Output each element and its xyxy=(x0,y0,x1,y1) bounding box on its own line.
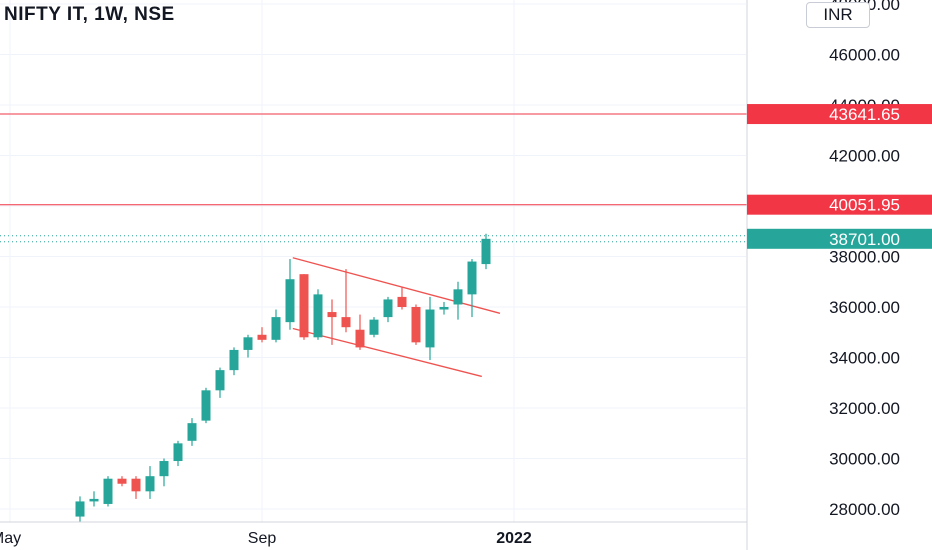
level-badge xyxy=(747,104,932,125)
y-tick-label: 32000.00 xyxy=(829,399,900,418)
candle-body xyxy=(481,238,491,265)
y-tick-label: 38000.00 xyxy=(829,248,900,267)
candle-body xyxy=(299,274,309,338)
candle-body xyxy=(201,390,211,421)
candle-body xyxy=(439,307,449,310)
y-tick-label: 42000.00 xyxy=(829,147,900,166)
price-axis[interactable]: 28000.00 30000.00 32000.00 34000.00 36000.00… xyxy=(746,0,932,550)
candle-body xyxy=(355,329,365,348)
candle-body xyxy=(467,261,477,295)
last-price-badge-label: 38701.00 xyxy=(829,230,900,249)
candle-body xyxy=(215,370,225,391)
candle-body xyxy=(257,334,267,340)
candle-body xyxy=(285,279,295,323)
candle-body xyxy=(341,317,351,328)
candle-body xyxy=(243,337,253,350)
candle-body xyxy=(131,478,141,492)
candle-body xyxy=(453,289,463,305)
candle-body xyxy=(173,443,183,462)
chart-title: NIFTY IT, 1W, NSE xyxy=(4,4,175,25)
last-price-line xyxy=(0,235,747,243)
x-tick-label: May xyxy=(0,530,21,547)
y-tick-label: 28000.00 xyxy=(829,500,900,519)
channel-line xyxy=(292,327,482,378)
candle-body xyxy=(117,478,127,484)
y-tick-label: 30000.00 xyxy=(829,450,900,469)
candle-body xyxy=(271,317,281,340)
y-tick-label: 34000.00 xyxy=(829,349,900,368)
trend-channel xyxy=(292,257,501,378)
candle-body xyxy=(145,476,155,492)
candle-body xyxy=(327,312,337,318)
horizontal-levels xyxy=(0,113,747,206)
x-tick-label: 2022 xyxy=(496,530,532,547)
y-tick-label: 36000.00 xyxy=(829,298,900,317)
channel-line xyxy=(292,257,501,314)
candle-body xyxy=(369,319,379,335)
candle-body xyxy=(229,349,239,371)
candle-body xyxy=(313,294,323,338)
currency-badge[interactable]: INR xyxy=(806,2,870,28)
y-tick-label: 46000.00 xyxy=(829,46,900,65)
level-badge-label: 40051.95 xyxy=(829,196,900,215)
candle-body xyxy=(159,461,169,477)
grid xyxy=(0,0,746,522)
candle-body xyxy=(75,501,85,517)
time-axis[interactable]: May Sep 2022 xyxy=(0,521,747,547)
last-price-badge xyxy=(747,228,932,249)
candle-body xyxy=(411,307,421,343)
candle-body xyxy=(383,299,393,318)
candle-body xyxy=(397,296,407,307)
level-badge xyxy=(747,194,932,215)
candle-body xyxy=(103,478,113,504)
candle-body xyxy=(89,498,99,502)
candles xyxy=(75,233,491,522)
x-tick-label: Sep xyxy=(248,530,277,547)
level-badge-label: 43641.65 xyxy=(829,105,900,124)
candle-body xyxy=(187,423,197,441)
candle-body xyxy=(425,309,435,348)
